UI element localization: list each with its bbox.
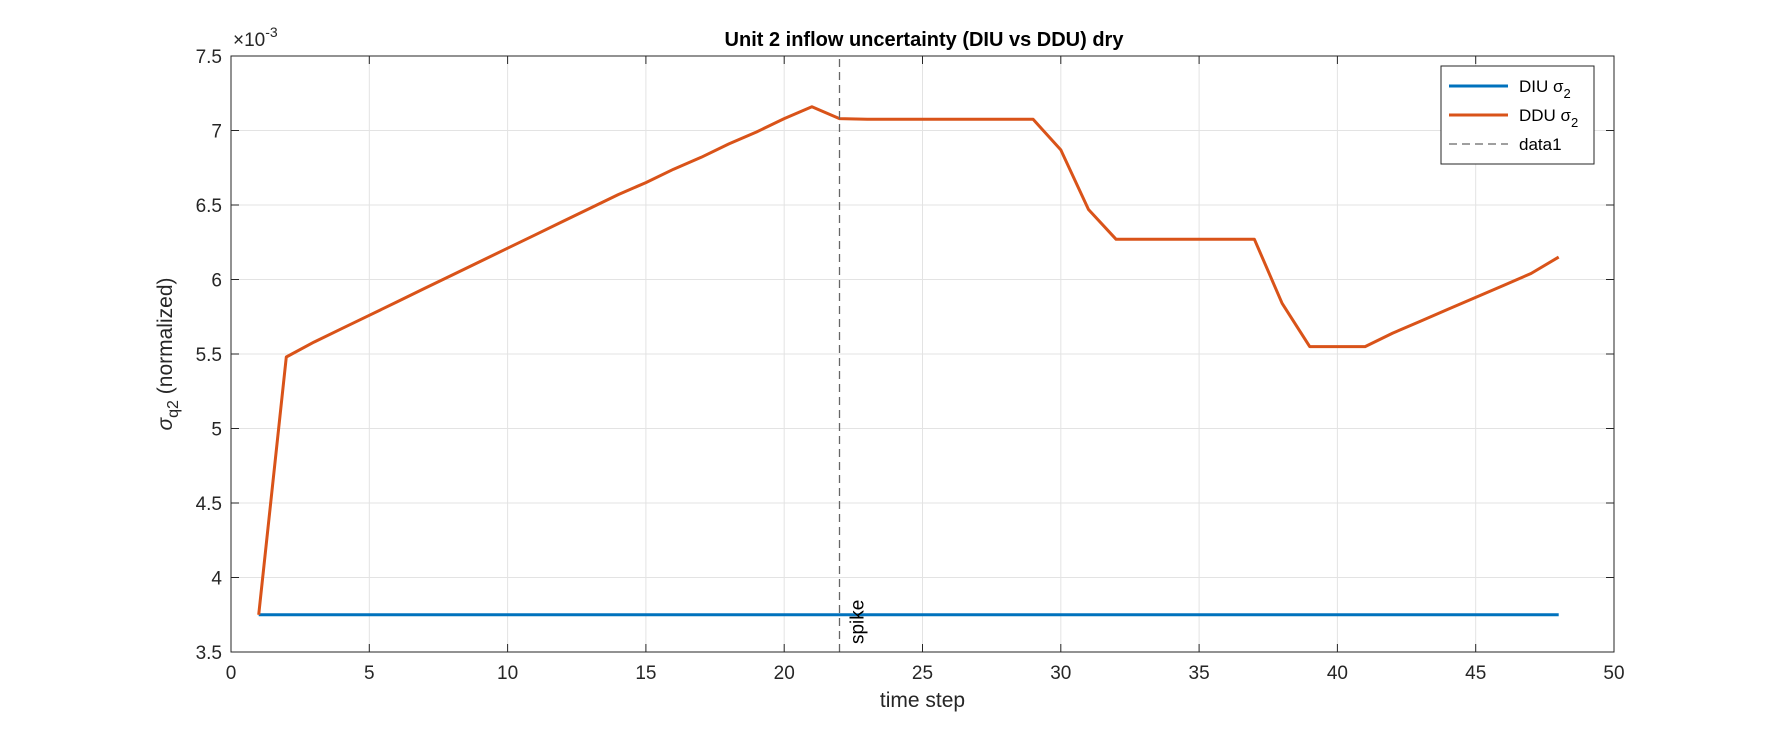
y-tick-label: 4.5	[196, 494, 222, 515]
plot-area: spike 0 5 10 15 20 25 30 35 40 45 50 3.5 4 4.5 5 5.5 6 6.5…	[154, 24, 1625, 712]
x-tick-label: 20	[774, 663, 795, 684]
chart-title: Unit 2 inflow uncertainty (DIU vs DDU) d…	[725, 29, 1125, 51]
y-axis-exponent: ×10-3	[233, 24, 278, 51]
y-tick-label: 3.5	[196, 643, 222, 664]
x-tick-label: 5	[364, 663, 375, 684]
x-tick-label: 30	[1050, 663, 1071, 684]
y-tick-label: 5.5	[196, 345, 222, 366]
y-tick-label: 6.5	[196, 196, 222, 217]
y-tick-label: 7.5	[196, 47, 222, 68]
x-tick-label: 45	[1465, 663, 1486, 684]
x-tick-label: 50	[1603, 663, 1624, 684]
series-line-ddu-2	[257, 105, 1560, 615]
x-tick-label: 25	[912, 663, 933, 684]
x-tick-label: 15	[635, 663, 656, 684]
annotation-spike: spike	[848, 600, 869, 644]
x-tick-label: 10	[497, 663, 518, 684]
x-axis-label: time step	[880, 689, 965, 712]
y-axis-label: σq2 (normalized)	[154, 277, 182, 430]
legend-entry: DDU σ2	[1519, 106, 1578, 130]
y-tick-label: 7	[211, 122, 222, 143]
y-tick-label: 4	[211, 569, 222, 590]
x-tick-label: 0	[226, 663, 237, 684]
y-tick-label: 6	[211, 271, 222, 292]
x-tick-label: 35	[1189, 663, 1210, 684]
legend: DIU σ2 DDU σ2 data1	[1440, 65, 1595, 165]
x-tick-label: 40	[1327, 663, 1348, 684]
legend-entry: data1	[1519, 135, 1562, 154]
y-tick-label: 5	[211, 420, 222, 441]
legend-entry: DIU σ2	[1519, 77, 1571, 101]
